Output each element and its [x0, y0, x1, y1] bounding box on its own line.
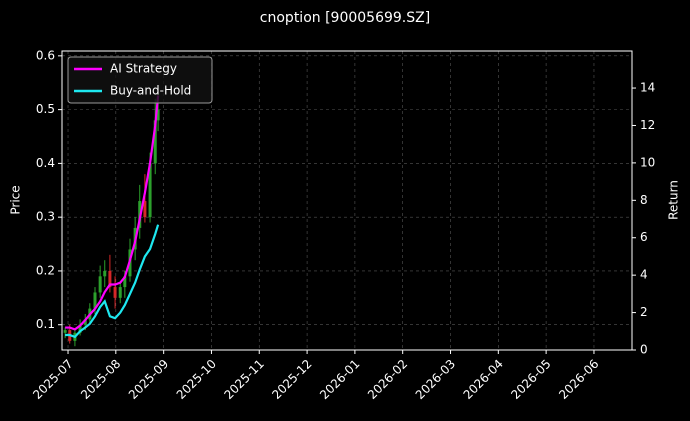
return-line	[65, 95, 160, 331]
y2-tick-label: 10	[640, 155, 655, 169]
return-line	[65, 224, 160, 339]
y-tick-label: 0.6	[36, 48, 55, 62]
candle-body	[153, 120, 157, 164]
y2-tick-label: 6	[640, 230, 648, 244]
y2-tick-label: 14	[640, 81, 655, 95]
y2-tick-label: 8	[640, 193, 648, 207]
candle-body	[148, 163, 152, 218]
y-tick-label: 0.4	[36, 156, 55, 170]
candle-body	[118, 287, 122, 298]
candle-body	[93, 292, 97, 309]
candle-body	[156, 109, 160, 121]
candle-body	[103, 270, 107, 277]
plot-frame	[61, 50, 633, 351]
candle-body	[63, 330, 67, 333]
candle-body	[143, 201, 147, 218]
y2-axis-label: Return	[667, 180, 681, 220]
y-tick-label: 0.2	[36, 263, 55, 277]
y-tick-label: 0.5	[36, 102, 55, 116]
y2-tick-label: 2	[640, 305, 648, 319]
legend-box	[67, 56, 213, 104]
y2-tick-label: 0	[640, 343, 648, 357]
candle-body	[83, 319, 87, 325]
candle-body	[113, 287, 117, 298]
candle-body	[123, 276, 127, 288]
y2-tick-label: 12	[640, 118, 655, 132]
candle-body	[108, 270, 112, 288]
y-axis-label: Price	[9, 185, 23, 214]
y-tick-label: 0.3	[36, 210, 55, 224]
legend-label: Buy-and-Hold	[110, 84, 191, 98]
legend-label: AI Strategy	[110, 62, 177, 76]
y2-tick-label: 4	[640, 268, 648, 282]
y-tick-label: 0.1	[36, 317, 55, 331]
candle-body	[98, 276, 102, 293]
chart-title: cnoption [90005699.SZ]	[260, 10, 430, 26]
candle-body	[78, 324, 82, 333]
